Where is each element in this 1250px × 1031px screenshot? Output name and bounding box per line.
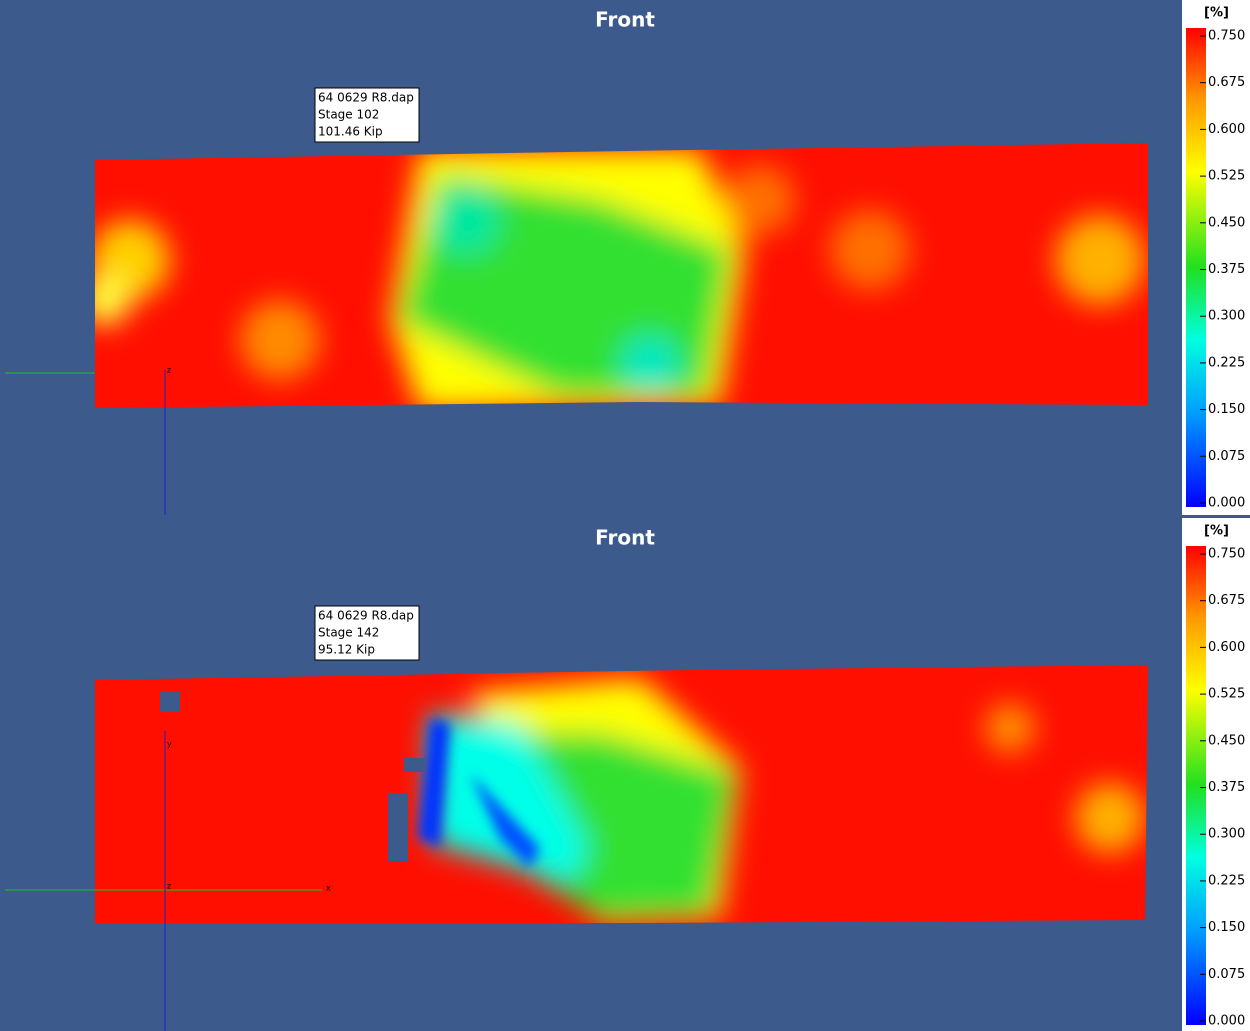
panel: z Front 64 0629 R8.dap Stage 102 101.46 Kip […	[3, 0, 1250, 515]
colorbar-label: 0.075	[1208, 967, 1245, 982]
colorbar-label: 0.600	[1208, 122, 1245, 137]
cyan-spot	[430, 185, 500, 255]
colorbar-label: 0.300	[1208, 827, 1245, 842]
colorbar-label: 0.150	[1208, 402, 1245, 417]
info-line: 95.12 Kip	[318, 643, 375, 657]
info-line: 101.46 Kip	[318, 125, 383, 139]
axis-label: z	[167, 882, 171, 891]
colorbar-unit: [%]	[1204, 524, 1229, 539]
axis-label: y	[167, 740, 172, 749]
colorbar-label: 0.375	[1208, 262, 1245, 277]
colorbar-label: 0.000	[1208, 1014, 1245, 1029]
colorbar-label: 0.525	[1208, 687, 1245, 702]
info-line: Stage 102	[318, 108, 379, 122]
hole	[388, 793, 408, 861]
blob	[240, 300, 320, 380]
view-title: Front	[595, 526, 655, 550]
colorbar-label: 0.000	[1208, 496, 1245, 511]
hole	[160, 692, 180, 712]
colorbar	[1186, 28, 1206, 507]
colorbar-label: 0.675	[1208, 75, 1245, 90]
colorbar-label: 0.600	[1208, 640, 1245, 655]
colorbar-label: 0.525	[1208, 169, 1245, 184]
axis-label: x	[326, 884, 331, 893]
colorbar-label: 0.150	[1208, 920, 1245, 935]
axis-label: z	[167, 366, 171, 375]
info-line: 64 0629 R8.dap	[318, 609, 414, 623]
colorbar-unit: [%]	[1204, 6, 1229, 21]
cyan-spot	[620, 335, 680, 395]
colorbar	[1186, 546, 1206, 1025]
blob	[1075, 783, 1145, 853]
colorbar-label: 0.075	[1208, 449, 1245, 464]
colorbar-label: 0.675	[1208, 593, 1245, 608]
blob	[725, 165, 795, 235]
blob	[830, 210, 910, 290]
colorbar-label: 0.450	[1208, 215, 1245, 230]
colorbar-label: 0.750	[1208, 547, 1245, 562]
info-line: 64 0629 R8.dap	[318, 91, 414, 105]
hole	[404, 758, 426, 772]
colorbar-label: 0.300	[1208, 309, 1245, 324]
blob	[1055, 215, 1145, 305]
blob	[985, 703, 1035, 753]
strain-field	[80, 140, 1155, 410]
colorbar-label: 0.750	[1208, 29, 1245, 44]
strain-field	[90, 658, 1155, 928]
colorbar-label: 0.225	[1208, 873, 1245, 888]
panel: y z x Front 64 0629 R8.dap Stage 142 95.12 Kip…	[3, 518, 1250, 1031]
viewer: z Front 64 0629 R8.dap Stage 102 101.46 Kip […	[0, 0, 1250, 1031]
page: z Front 64 0629 R8.dap Stage 102 101.46 Kip […	[0, 0, 1250, 1031]
colorbar-label: 0.450	[1208, 733, 1245, 748]
view-title: Front	[595, 8, 655, 32]
colorbar-label: 0.375	[1208, 780, 1245, 795]
info-line: Stage 142	[318, 626, 379, 640]
colorbar-label: 0.225	[1208, 355, 1245, 370]
